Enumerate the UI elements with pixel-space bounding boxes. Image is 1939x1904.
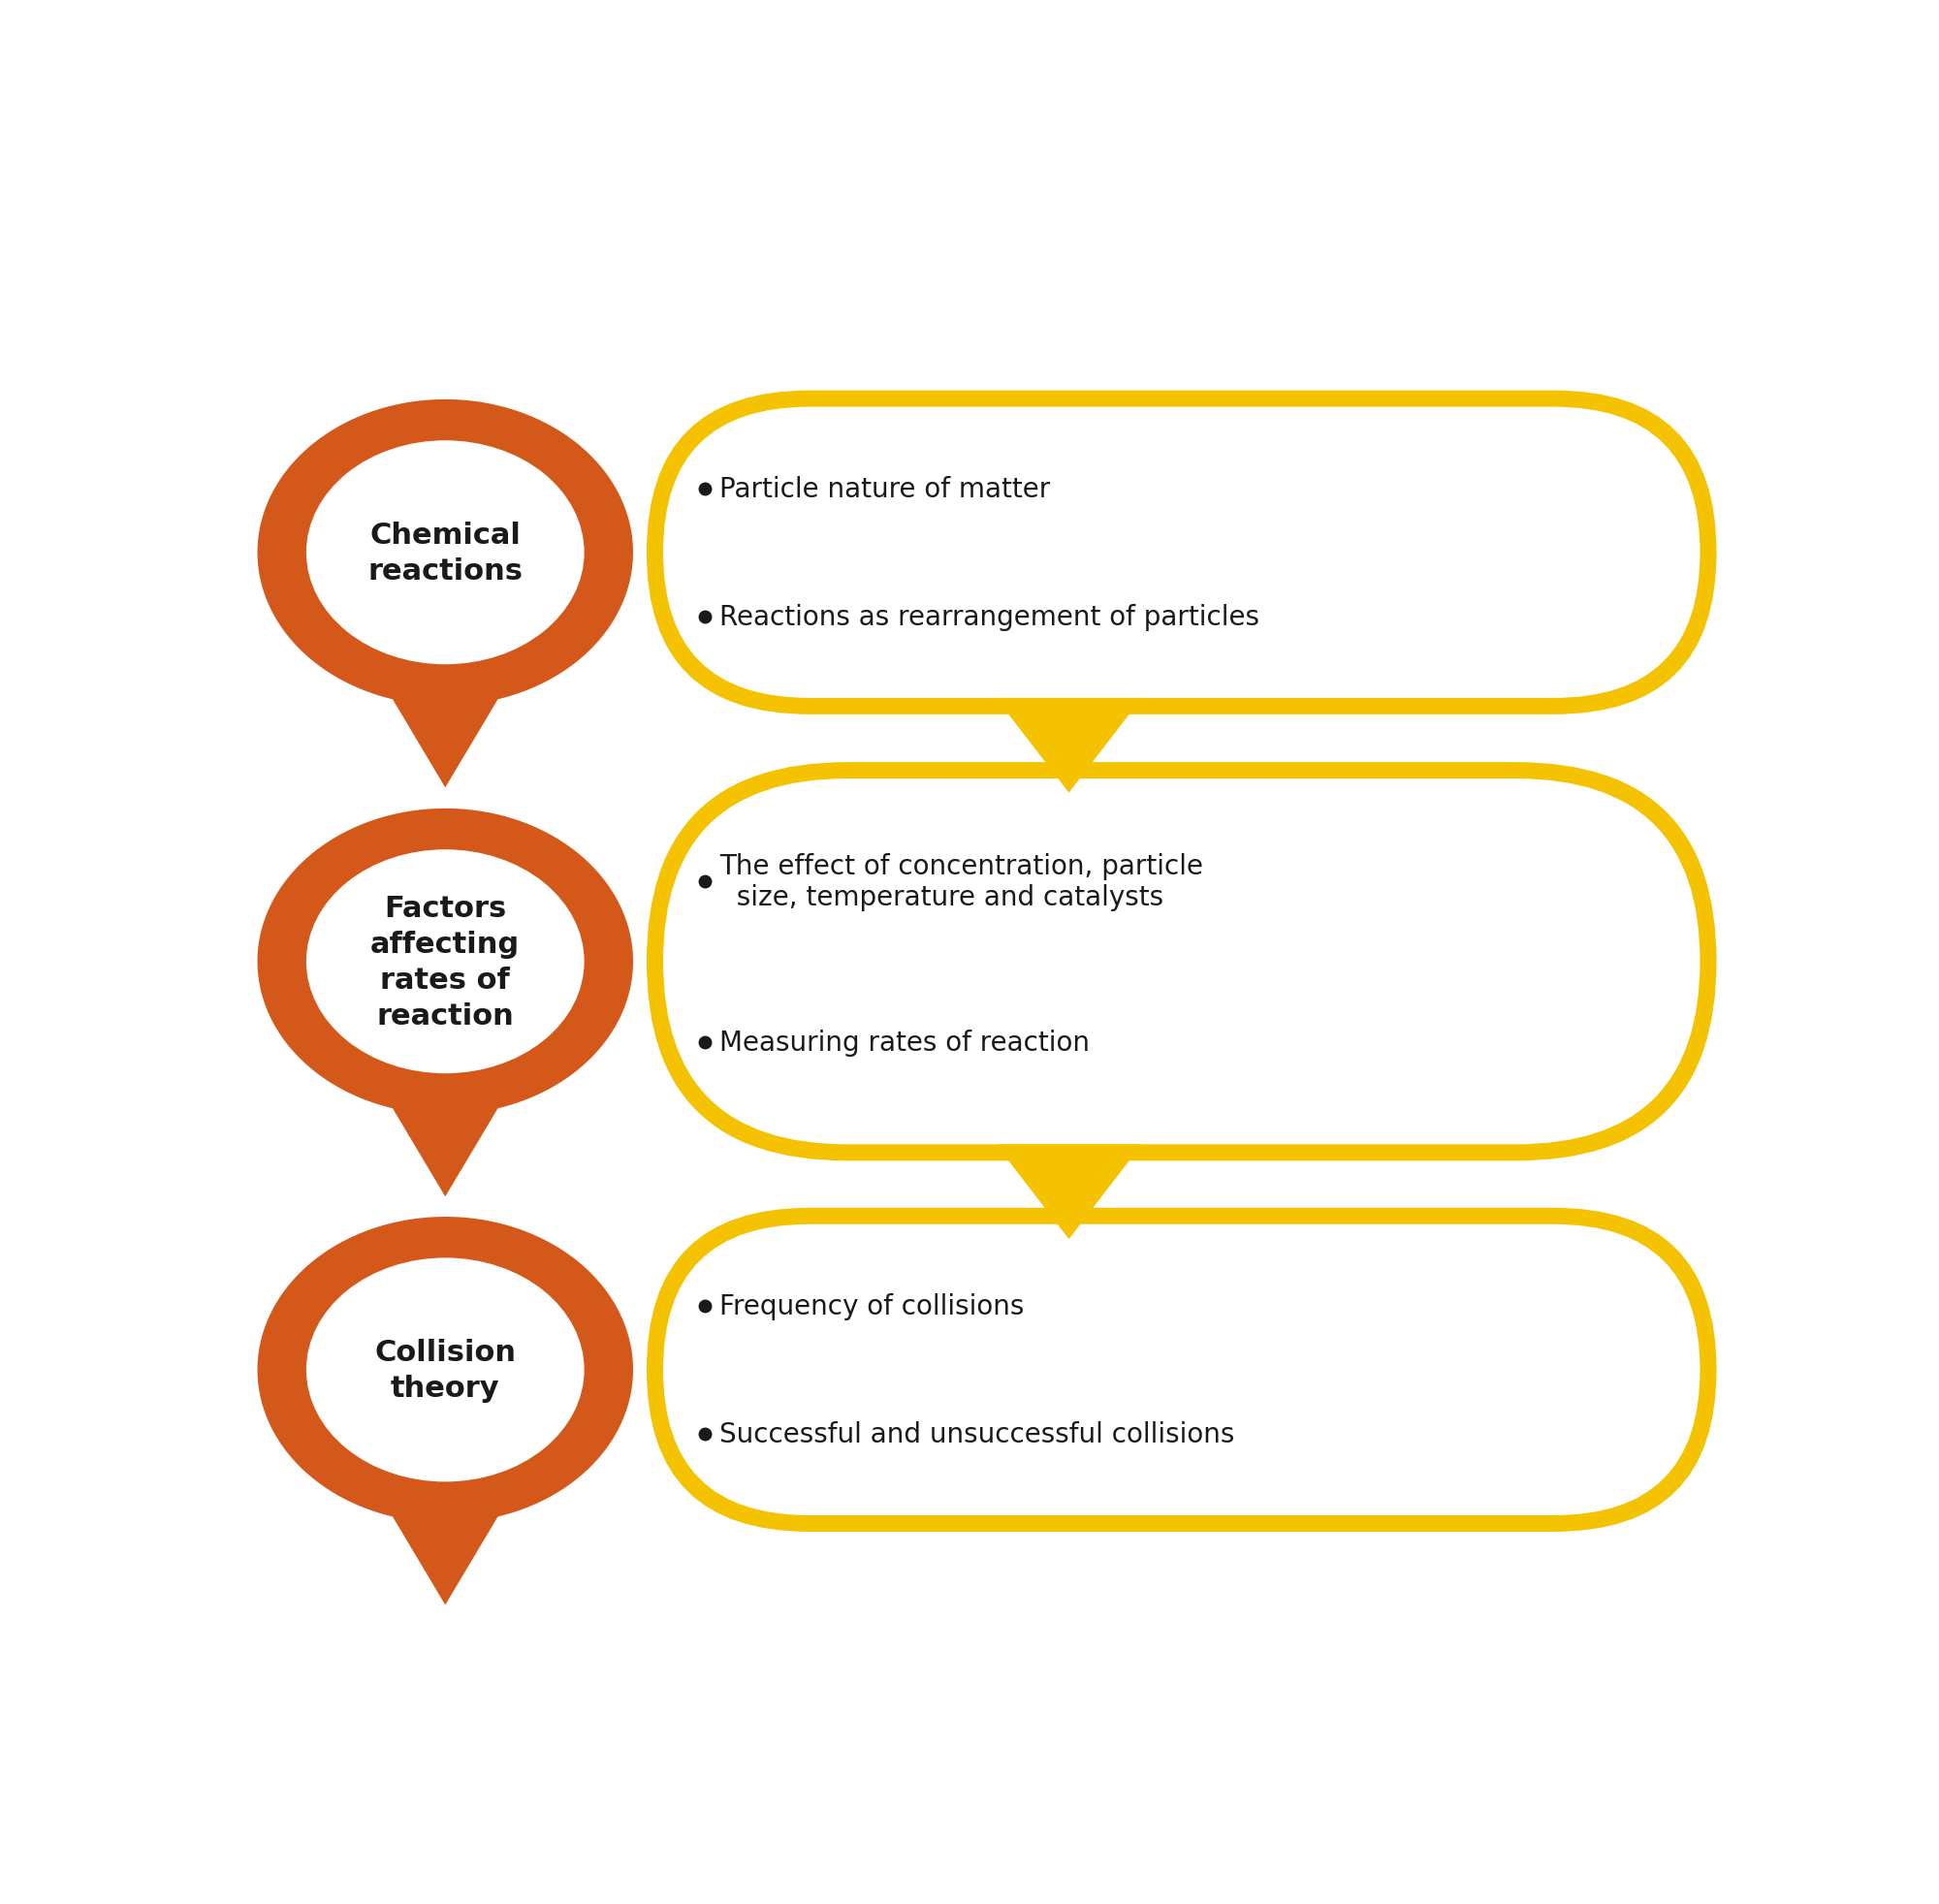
- Ellipse shape: [306, 442, 584, 664]
- Ellipse shape: [306, 849, 584, 1074]
- Polygon shape: [997, 699, 1142, 794]
- Polygon shape: [997, 1144, 1142, 1240]
- FancyBboxPatch shape: [663, 779, 1701, 1144]
- Text: Factors
affecting
rates of
reaction: Factors affecting rates of reaction: [370, 895, 520, 1030]
- Text: Collision
theory: Collision theory: [374, 1339, 516, 1401]
- FancyBboxPatch shape: [663, 1224, 1701, 1516]
- Text: Frequency of collisions: Frequency of collisions: [719, 1293, 1024, 1319]
- FancyBboxPatch shape: [646, 390, 1716, 714]
- Ellipse shape: [306, 1259, 584, 1481]
- Text: Measuring rates of reaction: Measuring rates of reaction: [719, 1028, 1090, 1057]
- Text: Chemical
reactions: Chemical reactions: [368, 522, 524, 585]
- Polygon shape: [258, 809, 632, 1198]
- Text: Reactions as rearrangement of particles: Reactions as rearrangement of particles: [719, 604, 1260, 630]
- FancyBboxPatch shape: [646, 764, 1716, 1161]
- FancyBboxPatch shape: [663, 407, 1701, 699]
- Polygon shape: [258, 1217, 632, 1605]
- FancyBboxPatch shape: [646, 1209, 1716, 1533]
- Text: Successful and unsuccessful collisions: Successful and unsuccessful collisions: [719, 1420, 1235, 1447]
- Text: Particle nature of matter: Particle nature of matter: [719, 476, 1051, 503]
- Text: The effect of concentration, particle
  size, temperature and catalysts: The effect of concentration, particle si…: [719, 853, 1204, 910]
- Polygon shape: [258, 400, 632, 788]
